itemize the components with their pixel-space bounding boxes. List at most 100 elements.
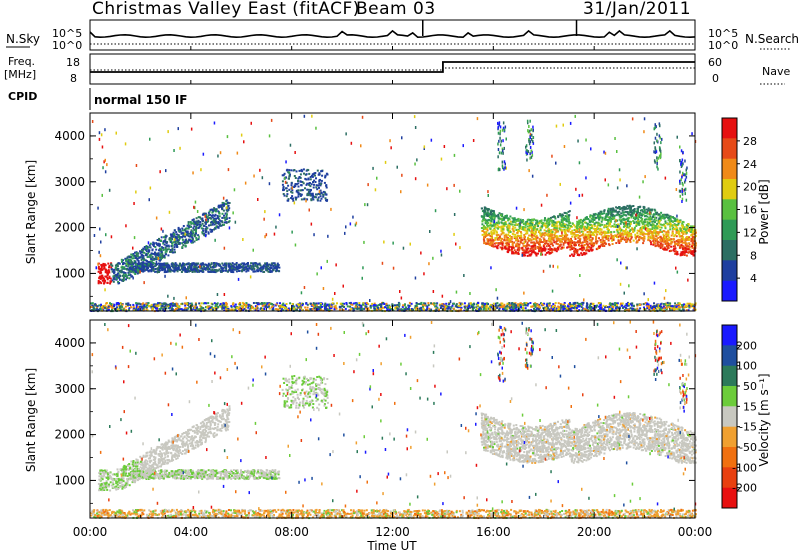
heatmap-cell xyxy=(312,302,315,305)
heatmap-cell xyxy=(197,308,200,311)
heatmap-cell xyxy=(276,266,279,269)
heatmap-cell xyxy=(279,302,281,305)
heatmap-cell xyxy=(176,267,179,269)
heatmap-cell xyxy=(200,270,203,272)
heatmap-cell xyxy=(418,307,421,310)
heatmap-cell xyxy=(118,302,121,305)
heatmap-cell xyxy=(494,304,497,307)
heatmap-cell xyxy=(112,280,115,283)
heatmap-cell xyxy=(499,304,502,307)
heatmap-cell xyxy=(507,219,510,222)
heatmap-cell xyxy=(209,306,212,309)
heatmap-cell xyxy=(665,308,668,311)
heatmap-cell xyxy=(116,275,119,278)
heatmap-cell xyxy=(476,304,479,307)
heatmap-cell xyxy=(167,254,170,257)
heatmap-cell xyxy=(218,215,221,218)
heatmap-cell xyxy=(245,262,248,265)
heatmap-cell xyxy=(111,270,114,273)
heatmap-cell xyxy=(132,305,135,308)
heatmap-cell xyxy=(424,302,427,305)
heatmap-cell xyxy=(499,305,502,308)
heatmap-cell xyxy=(496,302,499,305)
heatmap-cell xyxy=(325,304,328,307)
heatmap-cell xyxy=(250,262,253,265)
heatmap-cell xyxy=(145,250,148,253)
heatmap-cell xyxy=(242,266,245,269)
heatmap-cell xyxy=(118,304,120,307)
heatmap-cell xyxy=(382,301,384,304)
heatmap-cell xyxy=(377,306,379,309)
heatmap-cell xyxy=(132,303,135,306)
heatmap-cell xyxy=(97,265,100,268)
heatmap-cell xyxy=(195,230,197,233)
heatmap-cell xyxy=(569,307,572,310)
heatmap-cell xyxy=(226,210,229,213)
heatmap-cell xyxy=(192,222,195,225)
heatmap-cell xyxy=(199,216,202,219)
heatmap-cell xyxy=(221,268,224,271)
heatmap-cell xyxy=(326,309,328,312)
heatmap-cell xyxy=(109,282,112,285)
heatmap-cell xyxy=(608,306,611,308)
heatmap-cell xyxy=(104,304,107,307)
heatmap-cell xyxy=(414,308,417,311)
heatmap-cell xyxy=(175,245,178,247)
heatmap-cell xyxy=(208,224,210,227)
heatmap-cell xyxy=(177,265,180,268)
heatmap-cell xyxy=(625,303,628,306)
heatmap-cell xyxy=(486,304,489,307)
heatmap-cell xyxy=(384,306,386,309)
heatmap-cell xyxy=(180,308,183,311)
heatmap-cell xyxy=(305,178,308,181)
heatmap-cell xyxy=(224,266,227,269)
heatmap-cell xyxy=(140,267,143,270)
heatmap-cell xyxy=(510,302,513,305)
heatmap-cell xyxy=(221,221,224,224)
heatmap-cell xyxy=(258,263,261,266)
heatmap-cell xyxy=(628,302,631,305)
heatmap-cell xyxy=(481,305,484,308)
heatmap-cell xyxy=(204,222,207,225)
heatmap-cell xyxy=(100,282,103,285)
heatmap-cell xyxy=(176,307,179,310)
heatmap-cell xyxy=(301,304,304,307)
heatmap-cell xyxy=(305,302,308,305)
heatmap-cell xyxy=(222,269,225,272)
heatmap-cell xyxy=(160,250,163,253)
heatmap-cell xyxy=(124,273,127,276)
heatmap-cell xyxy=(303,172,305,175)
heatmap-cell xyxy=(390,308,393,310)
heatmap-cell xyxy=(318,179,321,182)
heatmap-cell xyxy=(323,307,326,309)
heatmap-cell xyxy=(164,248,167,251)
heatmap-cell xyxy=(294,309,297,312)
heatmap-cell xyxy=(167,303,169,306)
heatmap-cell xyxy=(642,303,645,306)
heatmap-cell xyxy=(217,210,220,213)
heatmap-cell xyxy=(181,229,184,232)
heatmap-cell xyxy=(107,269,110,272)
heatmap-cell xyxy=(299,173,302,176)
heatmap-cell xyxy=(375,305,378,308)
heatmap-cell xyxy=(194,268,197,271)
heatmap-cell xyxy=(165,264,168,267)
heatmap-cell xyxy=(311,308,314,311)
heatmap-cell xyxy=(514,245,517,248)
heatmap-cell xyxy=(353,307,356,310)
heatmap-cell xyxy=(533,303,535,306)
heatmap-cell xyxy=(306,192,309,195)
heatmap-cell xyxy=(655,219,658,222)
heatmap-cell xyxy=(657,306,660,309)
heatmap-cell xyxy=(161,262,164,265)
heatmap-cell xyxy=(167,266,169,269)
heatmap-cell xyxy=(678,302,681,305)
heatmap-cell xyxy=(267,305,270,308)
heatmap-cell xyxy=(545,309,548,312)
heatmap-cell xyxy=(106,274,109,276)
heatmap-cell xyxy=(392,304,395,307)
heatmap-cell xyxy=(299,189,302,192)
heatmap-cell xyxy=(138,264,140,267)
heatmap-cell xyxy=(169,251,172,253)
heatmap-cell xyxy=(127,271,130,274)
